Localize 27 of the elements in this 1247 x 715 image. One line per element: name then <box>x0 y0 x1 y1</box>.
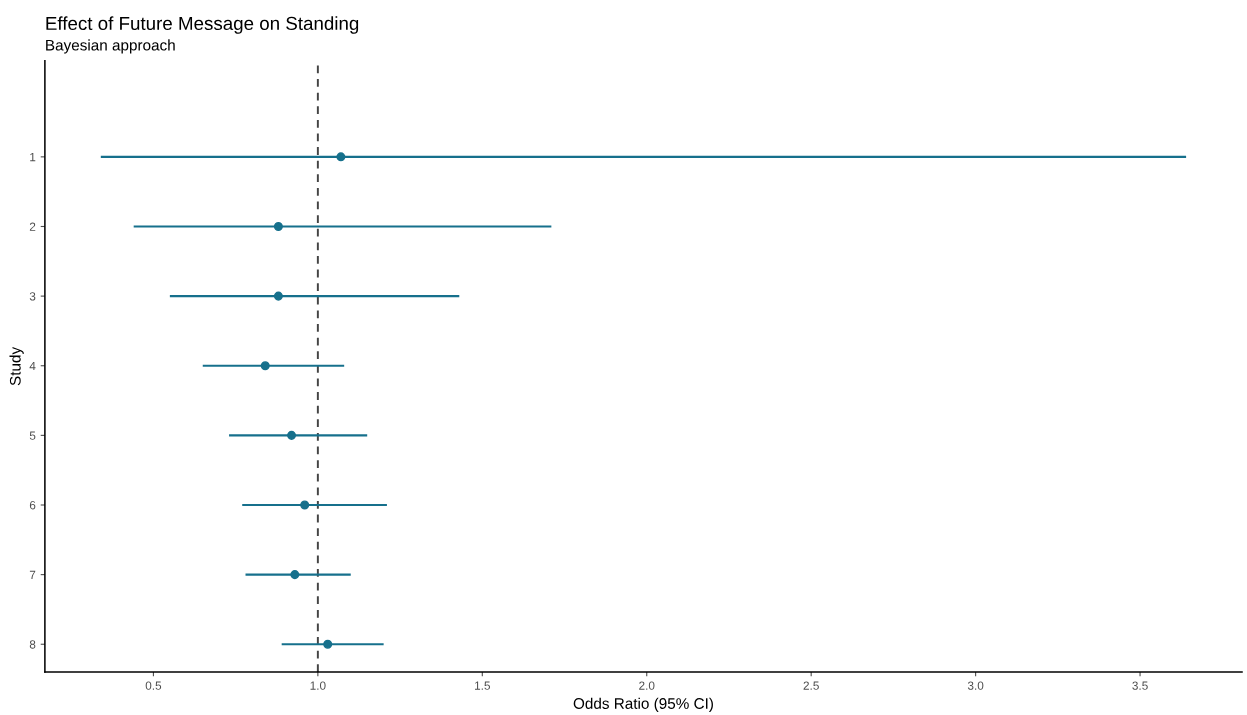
point <box>260 361 270 371</box>
x-tick-label: 3.0 <box>967 681 984 690</box>
point <box>300 500 310 510</box>
x-axis-title: Odds Ratio (95% CI) <box>573 697 713 712</box>
y-tick-label: 4 <box>29 361 36 371</box>
x-tick-label: 1.5 <box>475 681 491 690</box>
y-tick-label: 5 <box>29 431 36 440</box>
point <box>287 430 297 440</box>
x-tick-label: 0.5 <box>145 681 162 690</box>
y-tick-label: 2 <box>29 222 36 231</box>
point <box>323 639 333 649</box>
point <box>336 152 346 162</box>
y-axis-title: Study <box>9 346 24 386</box>
y-tick-label: 1 <box>30 153 36 162</box>
point <box>290 570 300 580</box>
x-tick-label: 1.0 <box>310 681 326 690</box>
point <box>273 291 283 301</box>
y-tick-label: 8 <box>29 640 36 649</box>
point <box>273 221 283 232</box>
y-tick-label: 3 <box>29 292 36 301</box>
x-tick-label: 2.5 <box>803 681 819 690</box>
chart-title: Effect of Future Message on Standing <box>46 16 359 34</box>
y-tick-label: 6 <box>29 501 36 510</box>
x-tick-label: 2.0 <box>639 681 655 690</box>
y-tick-label: 7 <box>29 570 36 579</box>
x-tick-label: 3.5 <box>1132 681 1148 690</box>
chart-subtitle: Bayesian approach <box>46 39 175 54</box>
